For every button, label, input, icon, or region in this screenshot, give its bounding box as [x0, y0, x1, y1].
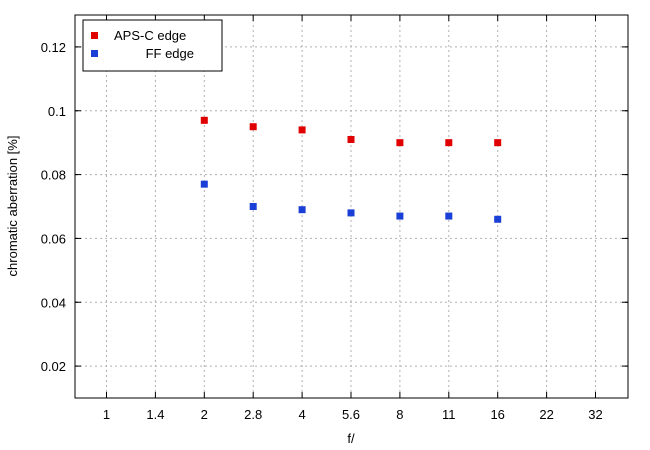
data-point-aps-c: [200, 116, 208, 124]
axis-ticks: [75, 15, 628, 398]
x-tick-label: 8: [396, 407, 403, 422]
x-tick-label: 32: [588, 407, 602, 422]
x-tick-label: 16: [490, 407, 504, 422]
x-tick-label: 1: [103, 407, 110, 422]
legend-box: [82, 19, 223, 72]
data-point-ff: [249, 203, 257, 210]
legend-swatch-aps-c: [91, 32, 98, 39]
data-point-ff: [200, 180, 208, 188]
x-axis-label: f/: [347, 431, 355, 446]
grid: [75, 15, 628, 398]
data-point-ff: [494, 215, 502, 223]
data-point-ff: [396, 212, 404, 220]
x-tick-label: 4: [298, 407, 305, 422]
data-point-aps-c: [445, 139, 453, 147]
x-tick-label: 1.4: [146, 407, 164, 422]
x-tick-label: 5.6: [342, 407, 360, 422]
data-point-aps-c: [249, 123, 257, 131]
data-point-aps-c: [396, 139, 404, 147]
x-tick-label: 2.8: [244, 407, 262, 422]
y-tick-label: 0.08: [41, 168, 66, 183]
y-tick-label: 0.06: [41, 231, 66, 246]
legend: APS-C edge FF edge: [82, 19, 223, 72]
data-point-aps-c: [494, 139, 502, 147]
data-point-ff: [445, 212, 453, 220]
x-tick-label: 11: [442, 407, 456, 422]
y-tick-label: 0.1: [48, 104, 66, 119]
legend-label-ff: FF edge: [146, 46, 194, 61]
data-points: [200, 116, 502, 223]
data-point-ff: [298, 206, 306, 214]
data-point-ff: [347, 209, 355, 217]
x-tick-label: 22: [539, 407, 553, 422]
legend-label-aps-c: APS-C edge: [114, 28, 186, 43]
data-point-aps-c: [298, 126, 306, 134]
y-tick-label: 0.04: [41, 295, 66, 310]
y-axis-label: chromatic aberration [%]: [5, 136, 20, 277]
y-tick-label: 0.02: [41, 359, 66, 374]
y-tick-label: 0.12: [41, 40, 66, 55]
x-tick-labels: 1 1.4 2 2.8 4 5.6 8 11 16 22 32: [103, 407, 603, 422]
data-point-aps-c: [347, 135, 355, 143]
legend-swatch-ff: [91, 50, 98, 57]
x-tick-label: 2: [201, 407, 208, 422]
y-tick-labels: 0.02 0.04 0.06 0.08 0.1 0.12: [41, 40, 66, 374]
